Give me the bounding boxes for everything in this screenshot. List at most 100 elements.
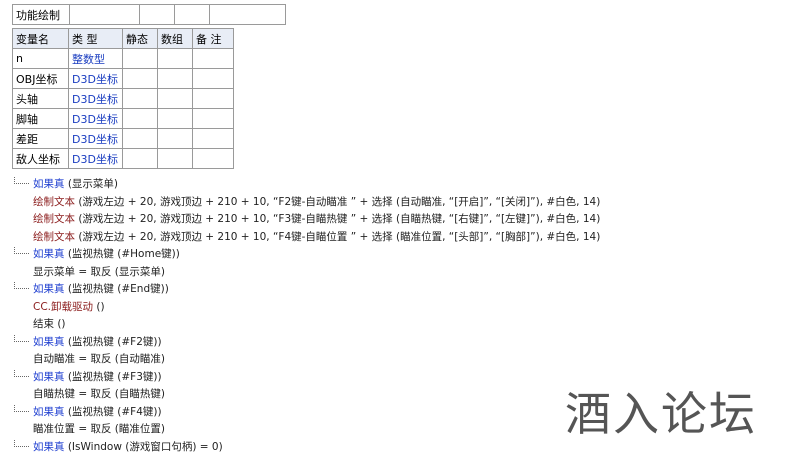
command: 绘制文本 [33,230,75,243]
keyword: 如果真 [33,283,65,295]
code-line: 如果真 (监视热键 (#Home键)) [33,246,180,261]
cell [157,68,193,89]
cell [157,48,193,69]
code-text: (监视热键 (#F3键)) [64,370,162,383]
code-line: 绘制文本 (游戏左边 + 20, 游戏顶边 + 210 + 10, “F2键-自… [33,194,600,209]
cell: D3D坐标 [68,88,123,109]
cell: D3D坐标 [68,148,123,169]
code-text: (监视热键 (#End键)) [64,283,169,295]
code-text: 结束 () [33,318,66,330]
cell: D3D坐标 [68,128,123,149]
keyword: 如果真 [33,405,65,418]
connector [14,439,29,447]
cell [192,148,234,169]
cell [122,48,158,69]
cell [157,128,193,149]
keyword: 如果真 [33,335,65,348]
code-text: (监视热键 (#F4键)) [64,405,162,418]
cell [122,128,158,149]
table-row: 敌人坐标 D3D坐标 [12,148,234,169]
code-text: (游戏左边 + 20, 游戏顶边 + 210 + 10, “F2键-自动瞄准 ”… [75,195,601,208]
cell: 头轴 [12,88,69,109]
keyword: 如果真 [33,440,65,453]
cell [157,148,193,169]
cell: 脚轴 [12,108,69,129]
code-text: (监视热键 (#Home键)) [64,248,180,260]
code-line: 显示菜单 = 取反 (显示菜单) [33,264,165,279]
cell [69,4,140,25]
cell: D3D坐标 [68,108,123,129]
header-cell: 变量名 [12,28,69,49]
cell: 敌人坐标 [12,148,69,169]
code-line: 如果真 (监视热键 (#F2键)) [33,334,162,349]
header-cell: 类 型 [68,28,123,49]
cell [192,48,234,69]
code-line: 如果真 (显示菜单) [33,176,118,191]
code-line: 绘制文本 (游戏左边 + 20, 游戏顶边 + 210 + 10, “F3键-自… [33,211,600,226]
header-cell: 数组 [157,28,193,49]
cell: 整数型 [68,48,123,69]
cell: 差距 [12,128,69,149]
cell [209,4,286,25]
cell [122,148,158,169]
table-row: 功能绘制 [12,4,286,25]
cell [122,108,158,129]
code-line: 如果真 (IsWindow (游戏窗口句柄) = 0) [33,439,223,454]
cell [157,108,193,129]
cell [192,128,234,149]
connector [14,334,29,342]
code-text: 瞄准位置 = 取反 (瞄准位置) [33,423,166,435]
connector [14,282,29,289]
header-cell: 备 注 [192,28,234,49]
code-line: 自动瞄准 = 取反 (自动瞄准) [33,351,165,366]
code-text: (IsWindow (游戏窗口句柄) = 0) [64,440,223,453]
connector [14,369,29,377]
code-line: 绘制文本 (游戏左边 + 20, 游戏顶边 + 210 + 10, “F4键-自… [33,229,600,244]
keyword: 如果真 [33,248,65,260]
code-text: (监视热键 (#F2键)) [64,335,162,348]
variable-table: 变量名类 型静态 数组备 注 n 整数型 OBJ坐标 D3D坐标 头轴 D3D坐标 脚轴 D3D坐… [12,28,234,169]
cell [157,88,193,109]
cell [139,4,175,25]
cell: OBJ坐标 [12,68,69,89]
cell: n [12,48,69,69]
header-cell: 静态 [122,28,158,49]
code-line: CC.卸载驱动 () [33,299,105,314]
cell: 功能绘制 [12,4,70,25]
command: CC.卸载驱动 [33,300,94,313]
connector [14,247,29,254]
keyword: 如果真 [33,178,65,190]
code-text: () [93,300,105,313]
cell [122,68,158,89]
connector [14,177,29,184]
cell [122,88,158,109]
keyword: 如果真 [33,370,65,383]
command: 绘制文本 [33,195,75,208]
code-text: (游戏左边 + 20, 游戏顶边 + 210 + 10, “F4键-自瞄位置 ”… [75,230,601,243]
cell [192,108,234,129]
table-row: OBJ坐标 D3D坐标 [12,68,234,89]
watermark: 酒入论坛 [565,387,757,441]
connector [14,404,29,412]
table-row: 差距 D3D坐标 [12,128,234,149]
code-text: (游戏左边 + 20, 游戏顶边 + 210 + 10, “F3键-自瞄热键 ”… [75,213,601,225]
code-line: 结束 () [33,316,66,331]
code-line: 如果真 (监视热键 (#End键)) [33,281,169,296]
header-row: 变量名类 型静态 数组备 注 [12,28,234,49]
code-text: 显示菜单 = 取反 (显示菜单) [33,265,166,278]
command: 绘制文本 [33,213,75,225]
cell [174,4,210,25]
code-text: 自动瞄准 = 取反 (自动瞄准) [33,353,166,365]
code-line: 自瞄热键 = 取反 (自瞄热键) [33,386,165,401]
cell: D3D坐标 [68,68,123,89]
table-row: n 整数型 [12,48,234,69]
code-text: (显示菜单) [64,178,119,190]
cell [192,68,234,89]
code-text: 自瞄热键 = 取反 (自瞄热键) [33,388,166,400]
table-row: 头轴 D3D坐标 [12,88,234,109]
code-line: 如果真 (监视热键 (#F3键)) [33,369,162,384]
code-line: 如果真 (监视热键 (#F4键)) [33,404,162,419]
top-table: 功能绘制 [12,4,286,25]
code-line: 瞄准位置 = 取反 (瞄准位置) [33,421,165,436]
